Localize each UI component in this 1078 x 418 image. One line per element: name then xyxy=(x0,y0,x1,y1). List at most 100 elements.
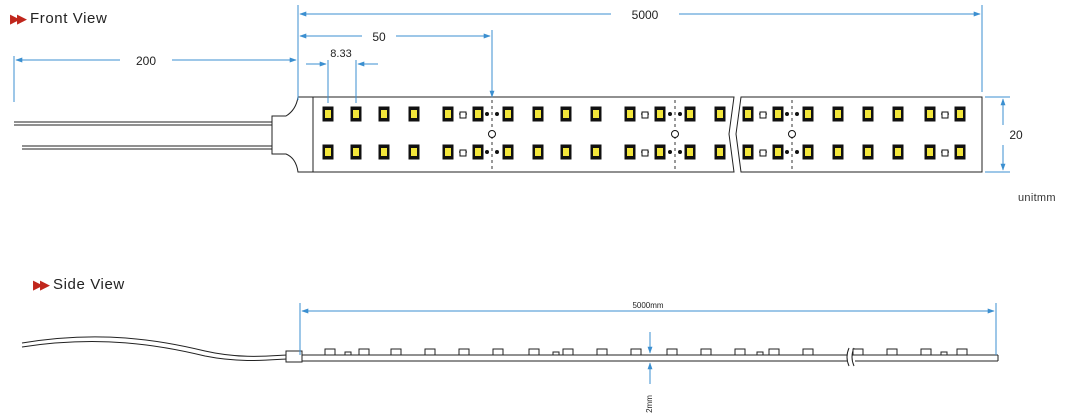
side-led-profile xyxy=(324,348,968,356)
led-chip-emitter xyxy=(687,110,693,118)
side-led-chip xyxy=(562,348,574,356)
led-chip-emitter xyxy=(657,110,663,118)
side-resistor xyxy=(756,351,764,356)
solder-pad xyxy=(678,150,682,154)
solder-pad xyxy=(785,112,789,116)
led-chip-emitter xyxy=(627,110,633,118)
front-led-array xyxy=(322,106,966,160)
led-chip-emitter xyxy=(775,110,781,118)
solder-pad xyxy=(485,112,489,116)
led-chip-emitter xyxy=(535,148,541,156)
side-view-title: ▶▶ Side View xyxy=(33,276,125,293)
led-chip-emitter xyxy=(325,110,331,118)
side-led-chip xyxy=(956,348,968,356)
solder-pad xyxy=(678,112,682,116)
side-led-chip xyxy=(528,348,540,356)
led-chip-emitter xyxy=(325,148,331,156)
side-resistor xyxy=(344,351,352,356)
resistor xyxy=(459,111,467,119)
led-chip-emitter xyxy=(353,148,359,156)
side-connector xyxy=(285,350,303,363)
dim-segment-label: 50 xyxy=(372,30,386,44)
side-led-chip xyxy=(920,348,932,356)
solder-pad xyxy=(495,112,499,116)
unit-label: unitmm xyxy=(1018,192,1056,204)
dim-led-pitch-label: 8.33 xyxy=(330,48,351,60)
dim-total-length-label: 5000 xyxy=(632,8,659,22)
led-chip-emitter xyxy=(835,110,841,118)
cut-mark-scissors xyxy=(788,130,796,138)
side-dimensions xyxy=(299,303,997,384)
resistor xyxy=(459,149,467,157)
led-chip-emitter xyxy=(895,148,901,156)
side-led-chip xyxy=(458,348,470,356)
resistor xyxy=(759,149,767,157)
led-chip-emitter xyxy=(927,110,933,118)
led-chip-emitter xyxy=(381,148,387,156)
side-led-chip xyxy=(666,348,678,356)
led-chip-emitter xyxy=(865,148,871,156)
led-chip-emitter xyxy=(865,110,871,118)
led-chip-emitter xyxy=(475,148,481,156)
led-chip-emitter xyxy=(805,148,811,156)
side-led-chip xyxy=(768,348,780,356)
solder-pad xyxy=(485,150,489,154)
solder-pad xyxy=(795,112,799,116)
led-chip-emitter xyxy=(381,110,387,118)
side-dim-length-label: 5000mm xyxy=(632,301,663,310)
resistor xyxy=(759,111,767,119)
side-led-chip xyxy=(734,348,746,356)
led-chip-emitter xyxy=(505,148,511,156)
cut-mark-scissors xyxy=(488,130,496,138)
side-led-chip xyxy=(852,348,864,356)
front-connector xyxy=(271,96,314,173)
dim-wire-length-label: 200 xyxy=(136,54,156,68)
solder-pad xyxy=(495,150,499,154)
led-chip-emitter xyxy=(445,148,451,156)
solder-pad xyxy=(668,150,672,154)
led-chip-emitter xyxy=(563,148,569,156)
double-play-icon: ▶▶ xyxy=(33,277,50,292)
side-resistor xyxy=(552,351,560,356)
resistor xyxy=(941,111,949,119)
led-chip-emitter xyxy=(411,110,417,118)
led-chip-emitter xyxy=(745,110,751,118)
led-chip-emitter xyxy=(563,110,569,118)
resistor xyxy=(641,149,649,157)
led-chip-emitter xyxy=(593,148,599,156)
led-chip-emitter xyxy=(775,148,781,156)
side-led-chip xyxy=(596,348,608,356)
led-chip-emitter xyxy=(535,110,541,118)
led-chip-emitter xyxy=(717,110,723,118)
side-led-chip xyxy=(390,348,402,356)
led-chip-emitter xyxy=(445,110,451,118)
side-led-chip xyxy=(630,348,642,356)
side-led-chip xyxy=(358,348,370,356)
cut-mark-scissors xyxy=(671,130,679,138)
side-led-chip xyxy=(802,348,814,356)
led-chip-emitter xyxy=(505,110,511,118)
led-chip-emitter xyxy=(657,148,663,156)
led-chip-emitter xyxy=(411,148,417,156)
side-led-chip xyxy=(324,348,336,356)
side-led-chip xyxy=(492,348,504,356)
front-view-title: ▶▶ Front View xyxy=(10,10,107,27)
led-chip-emitter xyxy=(353,110,359,118)
solder-pad xyxy=(785,150,789,154)
led-chip-emitter xyxy=(805,110,811,118)
led-chip-emitter xyxy=(835,148,841,156)
dim-width-label: 20 xyxy=(1009,128,1023,142)
resistor xyxy=(941,149,949,157)
side-led-chip xyxy=(700,348,712,356)
side-led-chip xyxy=(886,348,898,356)
side-resistor xyxy=(940,351,948,356)
led-chip-emitter xyxy=(687,148,693,156)
side-view: 5000mm 2mm xyxy=(21,301,999,413)
side-dim-thickness-label: 2mm xyxy=(645,395,654,413)
led-chip-emitter xyxy=(593,110,599,118)
resistor xyxy=(641,111,649,119)
led-chip-emitter xyxy=(927,148,933,156)
led-chip-emitter xyxy=(957,110,963,118)
led-chip-emitter xyxy=(717,148,723,156)
